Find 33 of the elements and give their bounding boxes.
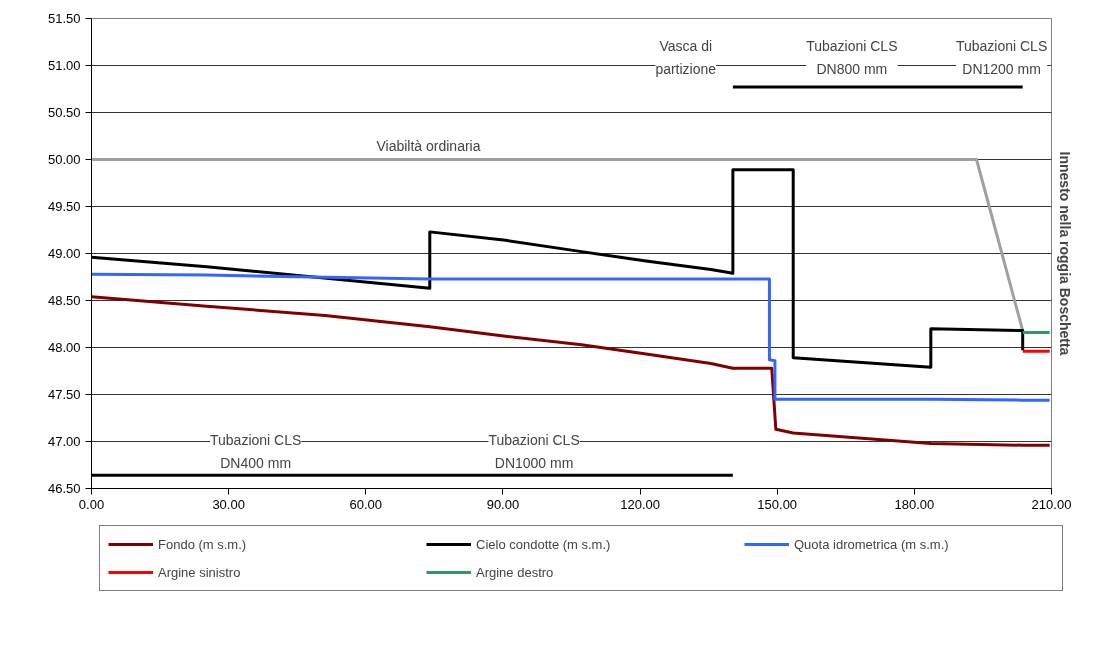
x-tick-label: 150.00 (757, 496, 798, 512)
legend-label: Argine sinistro (158, 564, 242, 580)
y-tick-label: 48.00 (47, 340, 81, 355)
annotation: Viabiltà ordinaria (376, 138, 481, 155)
annotation: Tubazioni CLS DN1000 mm (488, 432, 580, 471)
y-tick-label: 49.00 (47, 246, 81, 261)
text: Innesto nella roggia Boschetta (1056, 151, 1073, 356)
annotation: Tubazioni CLS DN400 mm (210, 432, 302, 471)
legend-label: Argine destro (476, 564, 555, 580)
x-tick-label: 60.00 (349, 496, 383, 512)
x-tick-label: 210.00 (1031, 496, 1072, 512)
legend-label: Fondo (m s.m.) (158, 536, 248, 552)
legend-label: Cielo condotte (m s.m.) (476, 536, 612, 552)
annotation: Tubazioni CLS DN1200 mm (955, 38, 1048, 77)
y-tick-label: 47.50 (47, 387, 81, 402)
y-tick-label: 51.00 (47, 58, 81, 73)
y-tick-label: 50.50 (47, 105, 81, 120)
annotation: Vasca di partizione (655, 38, 717, 77)
y-tick-label: 47.00 (47, 434, 81, 449)
y-tick-label: 50.00 (47, 152, 81, 167)
y-tick-label: 46.50 (47, 481, 81, 496)
y-tick-label: 51.50 (47, 11, 81, 26)
x-tick-label: 30.00 (212, 496, 245, 512)
x-tick-label: 90.00 (486, 496, 520, 512)
line-series (91, 272, 1052, 402)
y-tick-label: 49.50 (47, 199, 81, 214)
x-tick-label: 120.00 (620, 496, 660, 512)
legend-label: Quota idrometrica (m s.m.) (794, 536, 950, 552)
x-tick-label: 0.00 (78, 496, 105, 512)
x-tick-label: 180.00 (894, 496, 935, 512)
y-tick-label: 48.50 (47, 293, 81, 308)
annotation: Tubazioni CLS DN800 mm (806, 38, 898, 77)
line-series (91, 295, 1052, 447)
